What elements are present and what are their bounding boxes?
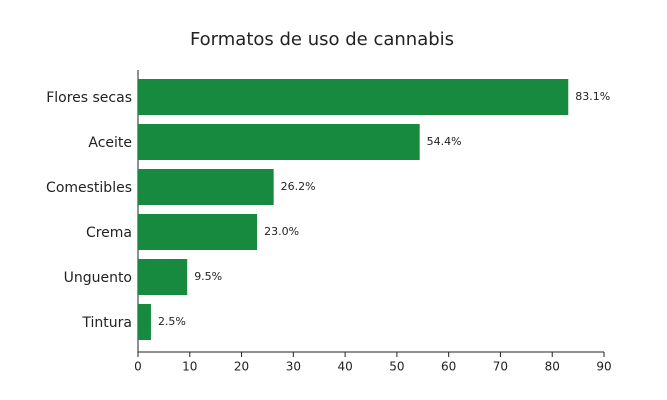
value-label: 9.5%	[194, 270, 222, 283]
y-tick-label: Aceite	[88, 135, 132, 151]
y-tick-label: Crema	[86, 225, 132, 241]
bar	[138, 214, 258, 250]
y-tick-label: Flores secas	[46, 90, 132, 106]
value-label: 54.4%	[427, 135, 462, 148]
x-tick-label: 50	[389, 360, 404, 374]
x-tick-label: 40	[337, 360, 352, 374]
bar	[138, 304, 151, 340]
x-tick-label: 60	[441, 360, 456, 374]
value-label: 23.0%	[264, 225, 299, 238]
bar	[138, 169, 274, 205]
y-tick-label: Unguento	[64, 270, 132, 286]
value-label: 83.1%	[575, 90, 610, 103]
y-tick-label: Tintura	[81, 315, 132, 331]
x-tick-label: 10	[182, 360, 197, 374]
value-label: 2.5%	[158, 315, 186, 328]
bar	[138, 79, 569, 115]
bar	[138, 124, 420, 160]
x-tick-label: 70	[493, 360, 508, 374]
x-tick-label: 30	[286, 360, 301, 374]
x-tick-label: 90	[596, 360, 611, 374]
chart-title: Formatos de uso de cannabis	[190, 29, 454, 50]
x-tick-label: 0	[134, 360, 142, 374]
x-tick-label: 80	[545, 360, 560, 374]
x-tick-label: 20	[234, 360, 249, 374]
bar	[138, 259, 188, 295]
y-tick-label: Comestibles	[46, 180, 132, 196]
value-label: 26.2%	[281, 180, 316, 193]
